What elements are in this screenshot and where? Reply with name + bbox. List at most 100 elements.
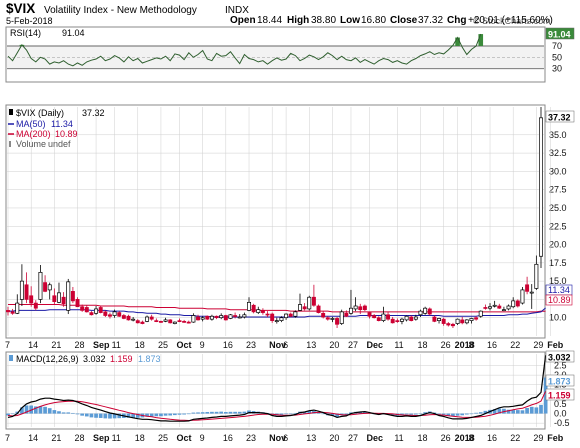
price-candle [279, 317, 284, 321]
price-y-tick-label: 10.0 [549, 313, 567, 323]
price-candle [274, 320, 279, 322]
macd-x-tick-label: Feb [547, 433, 564, 443]
price-candle [474, 317, 479, 320]
macd-histogram-bar [94, 413, 98, 418]
price-candle [284, 313, 289, 319]
price-candle [52, 295, 57, 302]
chg-label: Chg [447, 15, 466, 26]
macd-histogram-bar [131, 413, 135, 418]
macd-histogram-bar [321, 413, 326, 415]
price-candle [205, 315, 210, 320]
macd-histogram-bar [145, 413, 149, 417]
rsi-legend-label: RSI(14) [10, 28, 41, 38]
macd-histogram-bar [506, 409, 511, 414]
price-candle [158, 321, 163, 323]
close-label: Close [390, 15, 418, 26]
price-x-tick-label: Sep [93, 340, 110, 350]
open-value: 18.44 [257, 15, 282, 26]
price-panel: 35.032.530.027.525.022.520.017.515.012.5… [6, 107, 575, 336]
price-candle [492, 304, 497, 307]
price-candle [344, 312, 349, 317]
price-candle [446, 323, 451, 326]
macd-histogram-bar [233, 411, 237, 414]
macd-histogram-bar [200, 412, 205, 414]
price-candle [372, 315, 377, 319]
price-candle [423, 307, 428, 314]
macd-histogram-bar [15, 411, 20, 414]
price-candle [57, 292, 61, 303]
price-candle [191, 315, 196, 323]
macd-histogram-bar [172, 413, 177, 416]
price-last-value: 37.32 [548, 113, 571, 123]
price-candle [80, 306, 85, 311]
ma200-line [8, 304, 546, 313]
macd-histogram-bar [228, 411, 233, 414]
macd-histogram-bar [159, 413, 163, 417]
macd-histogram-bar [316, 412, 321, 414]
macd-histogram-bar [534, 407, 539, 414]
macd-x-tick-label: 6 [283, 433, 288, 443]
rsi-legend: RSI(14) 91.04 [10, 28, 85, 38]
macd-y-tick-label: 0.0 [554, 409, 567, 419]
price-candle [358, 306, 363, 311]
macd-signal-line [7, 391, 547, 422]
price-candle [427, 308, 432, 315]
price-candle [270, 313, 275, 321]
macd-x-tick-label: 23 [246, 433, 256, 443]
price-candle [362, 305, 367, 311]
price-last-value-box [545, 110, 575, 123]
price-candle [149, 316, 154, 320]
price-candle [43, 282, 48, 292]
macd-histogram-bar [6, 413, 10, 416]
macd-histogram-bar [117, 413, 122, 419]
chart-exchange: INDX [225, 5, 249, 16]
price-candle [488, 306, 492, 309]
ma50-value-label: 11.34 [548, 285, 570, 295]
macd-histogram-bar [284, 413, 288, 415]
macd-x-tick-label: 18 [135, 433, 145, 443]
price-candle [409, 316, 414, 321]
price-x-tick-label: 27 [348, 340, 358, 350]
price-candle [525, 284, 530, 292]
price-x-tick-label: Feb [547, 340, 564, 350]
price-candle [233, 315, 238, 317]
price-panel-frame [5, 104, 546, 339]
macd-histogram-bar [279, 413, 284, 415]
macd-histogram-bar [539, 404, 543, 414]
macd-histogram-bar [205, 412, 210, 414]
macd-histogram-bar [57, 411, 61, 414]
macd-histogram-bar [414, 413, 418, 415]
chart-date: 5-Feb-2018 [6, 16, 53, 26]
macd-histogram-bar [24, 405, 29, 414]
price-candle [316, 305, 321, 313]
price-candle [214, 315, 219, 319]
macd-histogram-bar [492, 409, 497, 414]
price-candle [376, 317, 381, 321]
price-x-tick-label: 6 [283, 340, 288, 350]
price-candle [441, 318, 446, 324]
price-candle [339, 311, 344, 324]
open-label: Open [230, 15, 256, 26]
chart-name: Volatility Index - New Methodology [44, 5, 197, 16]
macd-x-tick-label: Sep [93, 433, 110, 443]
price-candle [15, 302, 20, 314]
macd-x-tick-label: 26 [441, 433, 451, 443]
price-candle [103, 311, 108, 316]
macd-histogram-bar [135, 413, 140, 418]
macd-histogram-bar [182, 413, 186, 415]
macd-histogram-bar [437, 413, 441, 415]
price-candle [460, 319, 465, 324]
price-candle [399, 318, 404, 322]
price-candle [418, 310, 423, 316]
price-candle [172, 321, 177, 324]
price-candle [131, 318, 136, 321]
price-candle [247, 301, 251, 311]
macd-histogram-bar [10, 413, 15, 415]
macd-histogram-bar [525, 407, 529, 414]
macd-histogram-bar [108, 413, 112, 419]
macd-x-tick-label: 14 [28, 433, 38, 443]
macd-histogram-bar [460, 413, 465, 416]
price-candle [534, 263, 539, 289]
macd-x-tick-label: 29 [533, 433, 543, 443]
